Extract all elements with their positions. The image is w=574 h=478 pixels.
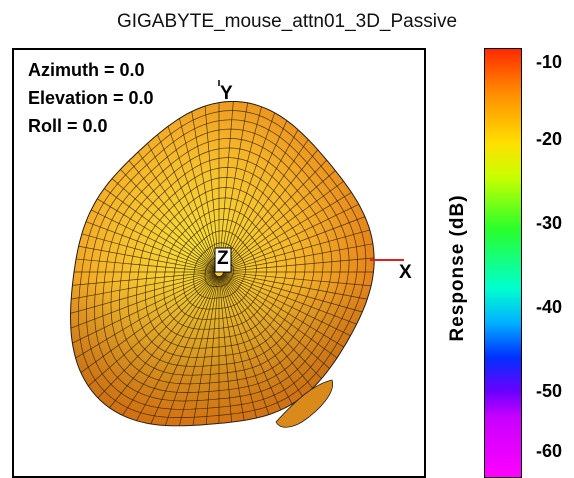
mesh-spoke [221, 147, 320, 270]
mesh-spoke [222, 273, 353, 337]
mesh-spoke [204, 103, 220, 268]
mesh-spoke [178, 116, 219, 269]
mesh-spoke [118, 167, 217, 270]
mesh-spoke [220, 118, 289, 269]
mesh-spoke [222, 229, 372, 272]
mesh-spoke [222, 273, 359, 326]
mesh-spoke [221, 274, 332, 371]
mesh-spoke [192, 276, 219, 426]
colorbar [484, 48, 522, 478]
mesh-spoke [86, 274, 217, 388]
mesh-spoke [110, 177, 217, 270]
mesh-spoke [70, 272, 216, 300]
mesh-spoke [222, 257, 375, 272]
mesh-spoke [219, 101, 249, 268]
mesh-spoke [83, 220, 216, 271]
mesh-spoke [79, 232, 216, 272]
mesh-spoke [221, 137, 310, 269]
mesh-spoke [70, 273, 216, 345]
mesh-spoke [78, 274, 216, 375]
colorbar-tick: -20 [536, 129, 563, 149]
mesh-spoke [222, 272, 365, 313]
mesh-spoke [222, 243, 375, 272]
elevation-label: Elevation = 0.0 [28, 88, 154, 108]
mesh-spoke [221, 168, 338, 270]
z-axis-box [214, 247, 232, 273]
mesh-spoke [70, 272, 216, 315]
mesh-spoke [222, 191, 354, 271]
mesh-spoke [205, 276, 220, 426]
surface-lobe [275, 379, 333, 428]
mesh-spoke [222, 203, 361, 271]
colorbar-title: Response (dB) [447, 194, 468, 342]
z-axis-label: Z [217, 248, 229, 269]
mesh-spoke [149, 275, 218, 426]
mesh-spoke [127, 158, 217, 270]
y-axis-label: Y [220, 83, 233, 104]
mesh-spoke [222, 274, 339, 360]
mesh-spoke [219, 104, 263, 269]
polar-surface-plot [69, 80, 404, 428]
colorbar-tick: -10 [536, 52, 563, 72]
mesh-spoke [218, 101, 234, 268]
mesh-spoke [166, 124, 218, 269]
mesh-spoke [102, 187, 216, 270]
mesh-spoke [156, 132, 218, 269]
mesh-spoke [70, 273, 216, 330]
mesh-spoke [220, 275, 283, 412]
mesh-spoke [219, 276, 245, 423]
mesh-spoke [70, 272, 216, 286]
mesh-spoke [135, 275, 218, 423]
mesh-spoke [220, 127, 300, 269]
mesh-spoke [96, 274, 217, 400]
mesh-spoke [178, 275, 219, 426]
mesh-spoke [222, 179, 346, 270]
mesh-spoke [221, 275, 305, 399]
mesh-spoke [220, 275, 294, 406]
azimuth-label: Azimuth = 0.0 [28, 60, 145, 80]
mesh-spoke [221, 274, 324, 381]
mesh-spoke [121, 275, 217, 418]
mesh-spoke [220, 275, 270, 417]
mesh-spoke [107, 274, 217, 410]
mesh-spoke [222, 272, 374, 287]
mesh-spoke [76, 245, 216, 272]
mesh-spoke [73, 273, 216, 360]
colorbar-tick: -60 [536, 441, 563, 461]
mesh-spoke [89, 208, 216, 271]
mesh-spoke [146, 141, 218, 269]
mesh-spoke [164, 275, 218, 426]
surface-mesh [70, 101, 375, 426]
chart-title: GIGABYTE_mouse_attn01_3D_Passive [116, 11, 458, 32]
mesh-spoke [221, 274, 315, 390]
mesh-spoke [191, 109, 219, 268]
mesh-spoke [222, 273, 346, 349]
roll-label: Roll = 0.0 [28, 116, 108, 136]
mesh-spoke [221, 158, 329, 270]
mesh-spoke [220, 110, 276, 269]
plot-area: Azimuth = 0.0 Elevation = 0.0 Roll = 0.0… [12, 48, 426, 478]
mesh-spoke [218, 276, 233, 425]
colorbar-tick: -50 [536, 381, 563, 401]
colorbar-tick: -30 [536, 213, 563, 233]
mesh-spoke [219, 275, 258, 421]
mesh-spoke [136, 150, 217, 269]
colorbar-tick: -40 [536, 297, 563, 317]
mesh-spoke [222, 272, 370, 300]
mesh-spoke [95, 197, 216, 271]
x-axis-label: X [399, 262, 412, 283]
mesh-spoke [74, 258, 216, 272]
mesh-spoke [222, 215, 367, 271]
